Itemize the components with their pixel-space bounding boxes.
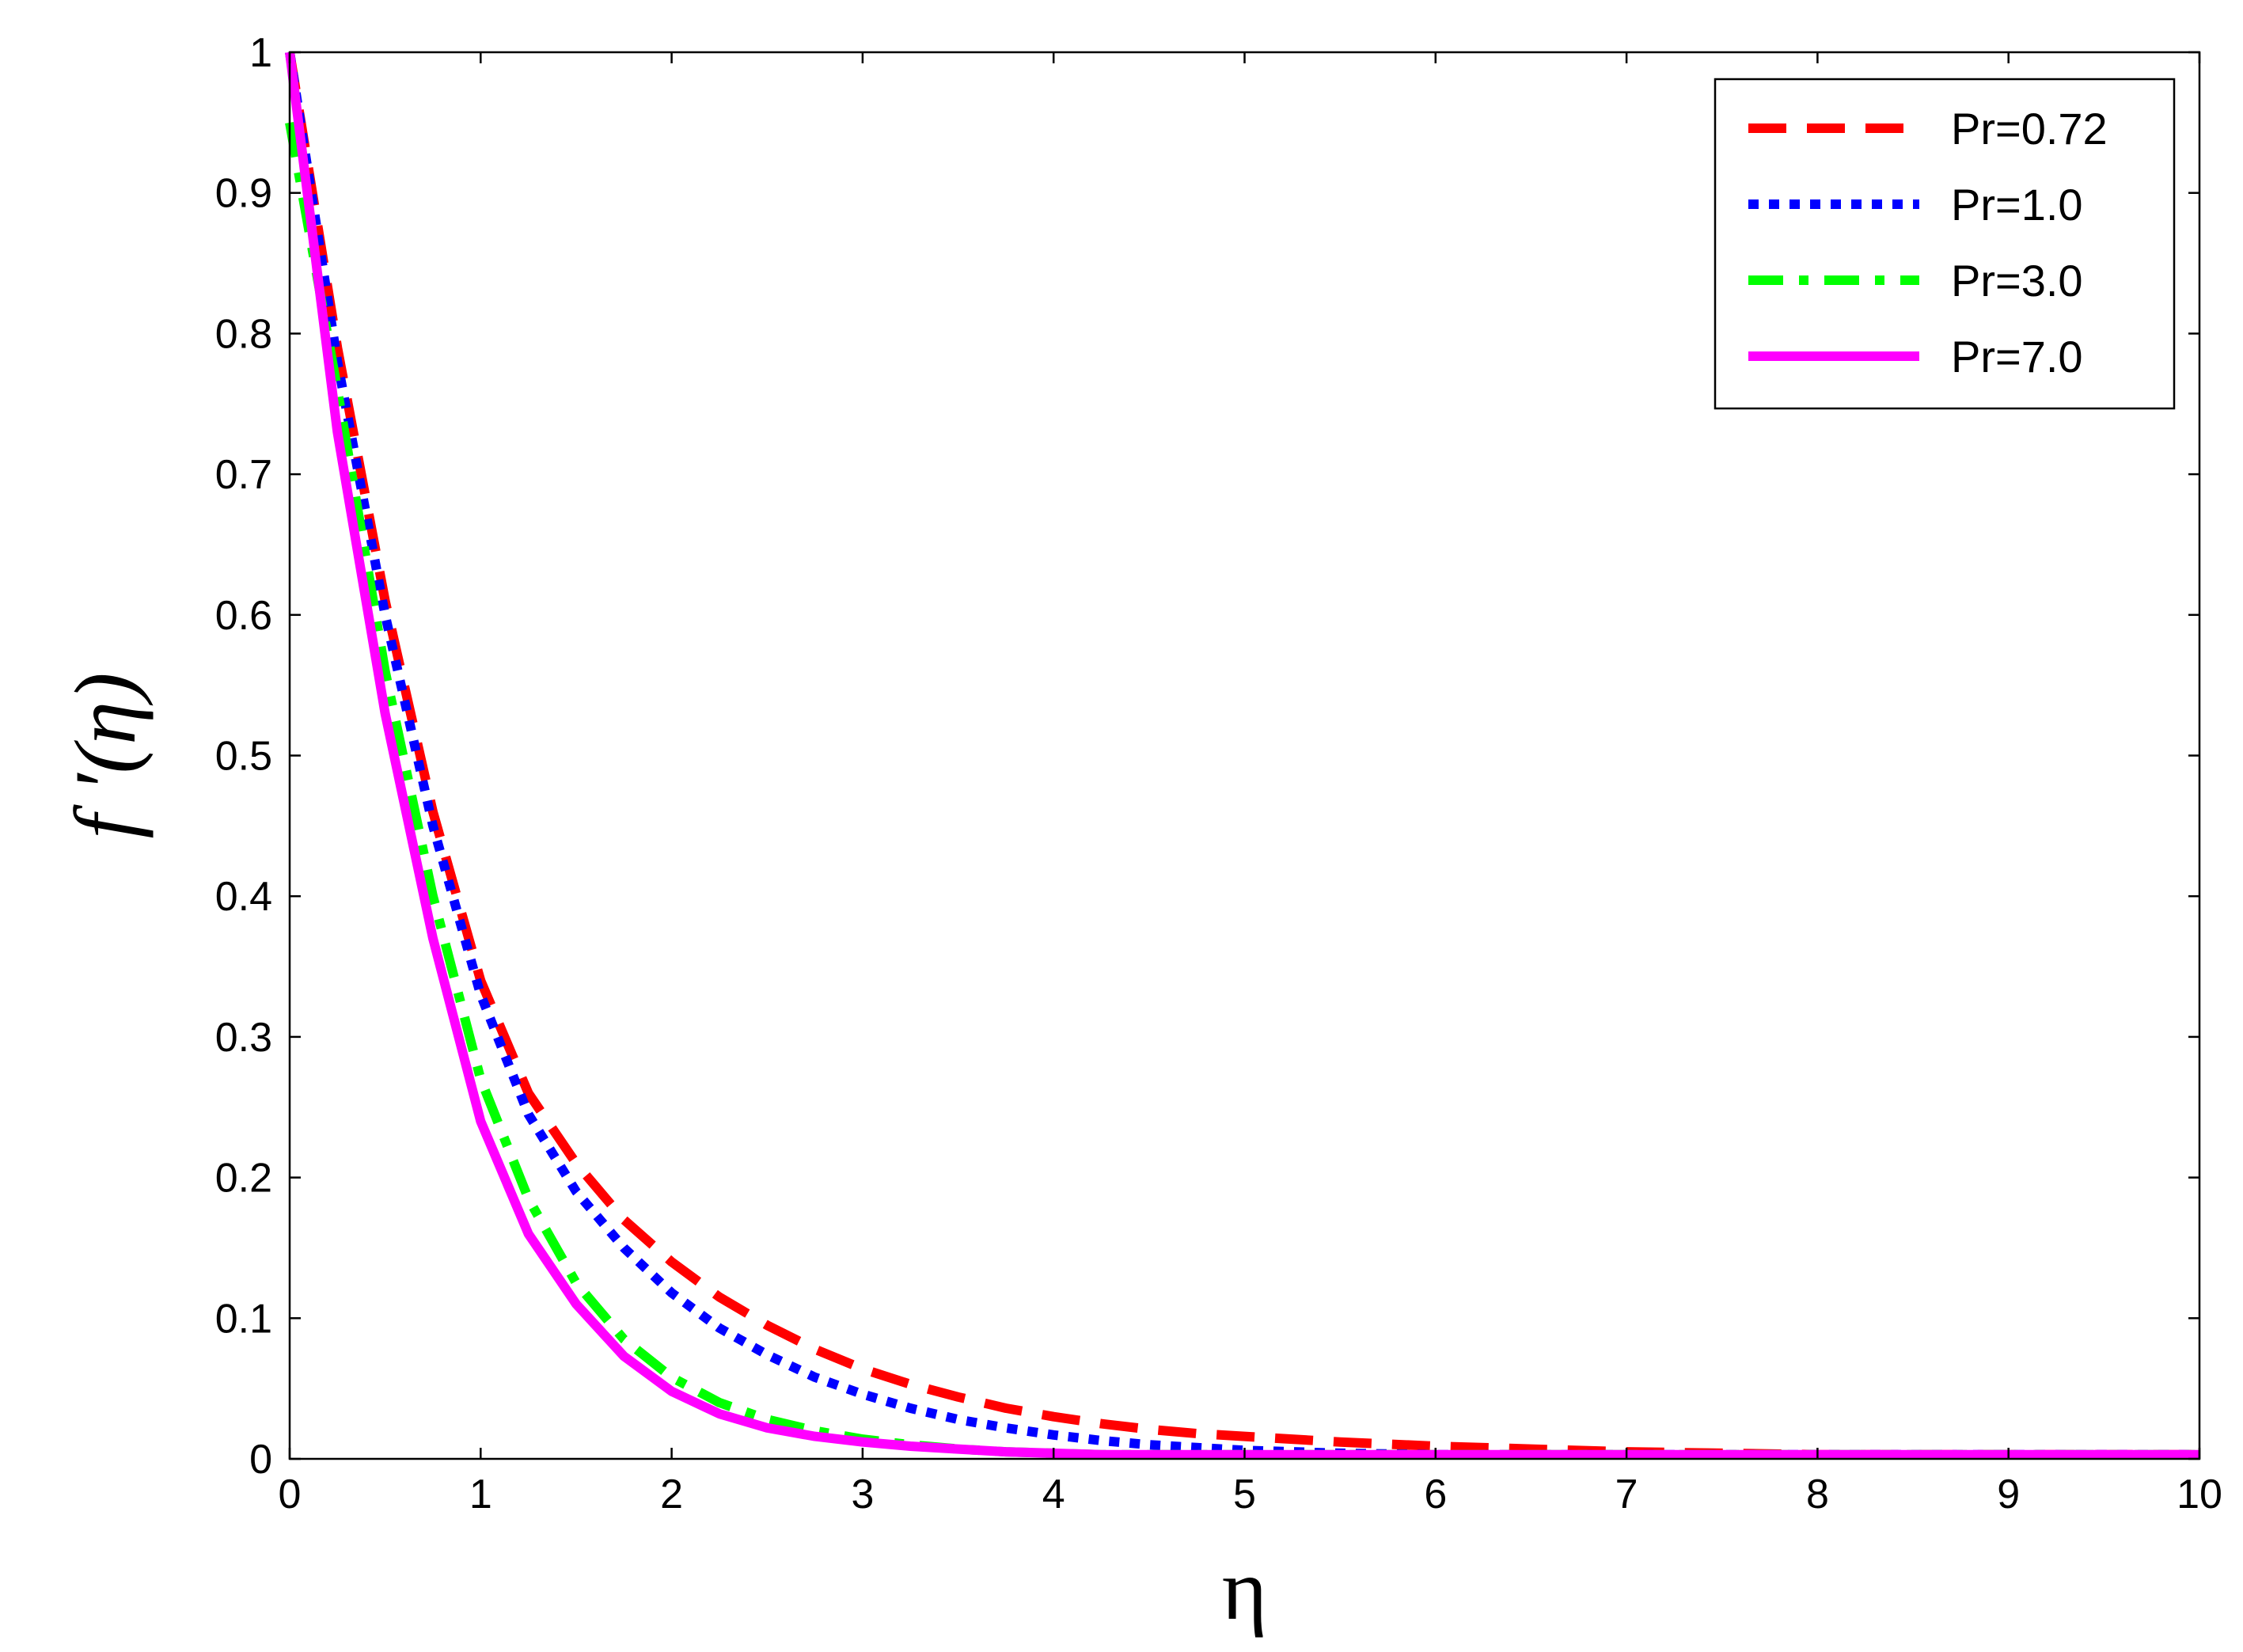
y-tick-label: 0 — [249, 1437, 272, 1483]
x-tick-label: 1 — [469, 1472, 492, 1517]
x-tick-label: 4 — [1042, 1472, 1065, 1517]
x-tick-label: 3 — [851, 1472, 874, 1517]
y-tick-label: 0.7 — [215, 452, 272, 498]
x-tick-label: 7 — [1615, 1472, 1638, 1517]
y-tick-label: 0.9 — [215, 171, 272, 217]
y-tick-label: 0.1 — [215, 1296, 272, 1342]
y-tick-label: 0.8 — [215, 311, 272, 357]
x-tick-label: 9 — [1997, 1472, 2020, 1517]
x-tick-label: 6 — [1424, 1472, 1447, 1517]
x-tick-label: 10 — [2177, 1472, 2222, 1517]
y-tick-label: 0.6 — [215, 593, 272, 639]
axis-tick-labels: 0 1 2 3 4 5 6 7 8 9 10 0 0.1 0.2 0.3 0.4 0.5 0.6 0.7 0.8 0.9… — [215, 30, 2222, 1517]
x-tick-label: 8 — [1806, 1472, 1829, 1517]
axis-ticks — [288, 51, 2201, 1460]
x-tick-label: 0 — [279, 1472, 302, 1517]
legend-label: Pr=7.0 — [1951, 332, 2083, 382]
y-tick-label: 0.4 — [215, 874, 272, 920]
x-tick-label: 2 — [660, 1472, 683, 1517]
legend-label: Pr=0.72 — [1951, 104, 2108, 154]
y-tick-label: 1 — [249, 30, 272, 76]
y-axis-label: f ′(η) — [57, 673, 154, 839]
x-axis-label: η — [1222, 1541, 1268, 1638]
plot-lines — [285, 51, 2199, 1460]
y-tick-label: 0.3 — [215, 1015, 272, 1061]
legend-label: Pr=1.0 — [1951, 180, 2083, 230]
legend: Pr=0.72 Pr=1.0 Pr=3.0 Pr=7.0 — [1714, 78, 2176, 410]
x-tick-label: 5 — [1233, 1472, 1256, 1517]
legend-label: Pr=3.0 — [1951, 256, 2083, 306]
y-tick-label: 0.5 — [215, 734, 272, 780]
series-line-2 — [285, 51, 2199, 1460]
series-line-4 — [285, 51, 2199, 1460]
y-tick-label: 0.2 — [215, 1156, 272, 1202]
